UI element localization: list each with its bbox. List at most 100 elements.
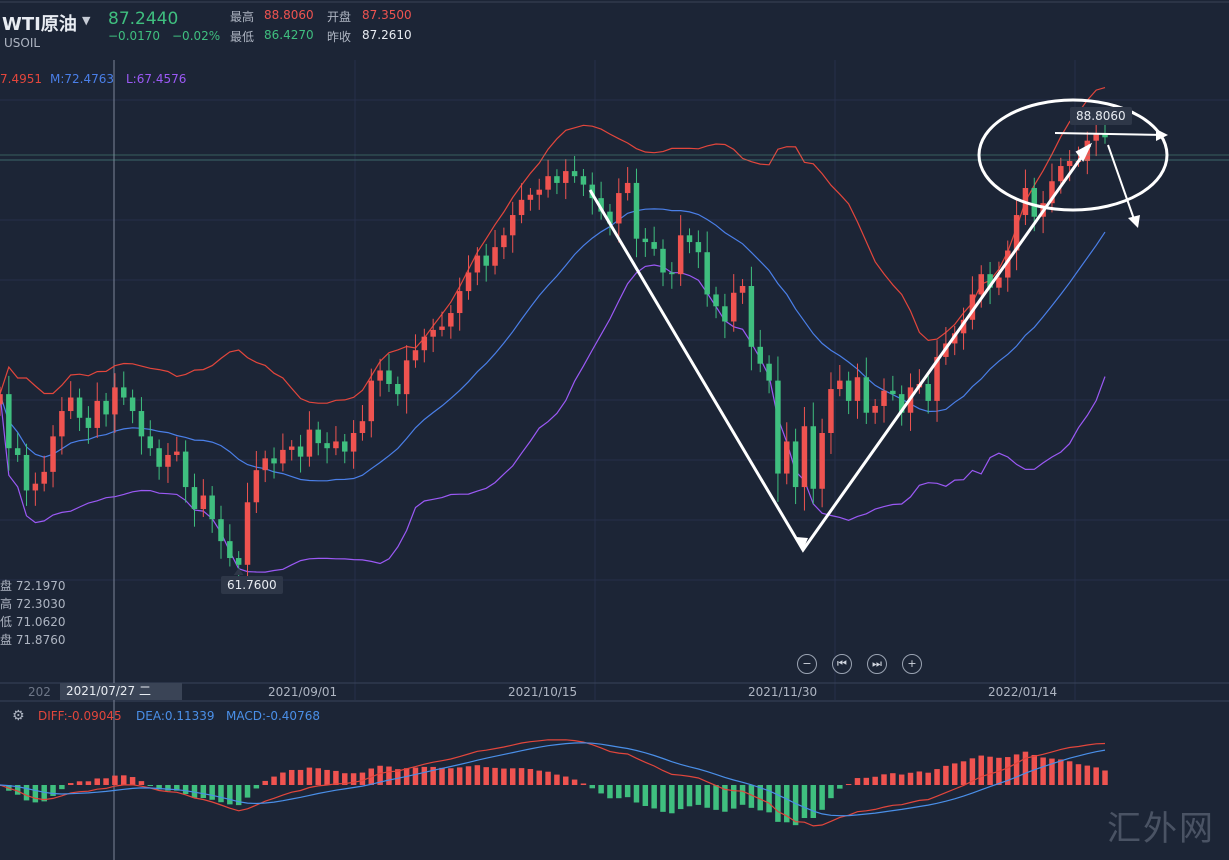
macd-histogram-bar [333,770,339,785]
candle-body [456,291,463,314]
macd-histogram-bar [669,785,675,814]
macd-histogram-bar [1102,770,1108,785]
candle-body [792,441,799,488]
candle-body [677,235,684,275]
macd-histogram-bar [890,773,896,785]
candle-body [306,429,313,457]
macd-histogram-bar [925,772,931,785]
macd-histogram-bar [50,785,56,796]
macd-histogram-bar [934,769,940,785]
symbol-name[interactable]: WTI原油 [2,14,77,35]
macd-histogram-bar [686,785,693,807]
bollinger-bands [0,87,1106,573]
candle-body [695,242,702,253]
candle-body [554,176,560,183]
macd-histogram-bar [960,761,967,785]
candle-body [218,519,224,542]
candle-body [421,336,428,351]
macd-histogram-bar [218,785,224,803]
candle-body [987,274,993,288]
candle-body [76,397,83,418]
cursor-date-label: 2021/07/27 二 [60,683,182,700]
macd-histogram-bar [1084,765,1091,785]
candle-body [59,411,65,437]
candle-body [1049,181,1055,204]
macd-histogram-bar [571,779,578,785]
macd-histogram-bar [32,785,39,803]
macd-histogram-bar [121,775,127,785]
candle-body [492,247,498,266]
zoom-out-button[interactable]: − [797,654,817,674]
candle-body [439,326,445,330]
candle-body [801,426,808,488]
macd-histogram-bar [1040,757,1046,785]
scroll-start-button[interactable]: ⏮ [832,654,852,674]
candle-body [147,436,154,449]
candle-body [297,446,304,457]
candle-body [94,400,100,428]
macd-histogram-bar [828,785,834,799]
candle-body [624,182,631,194]
scroll-end-button[interactable]: ⏭ [867,654,887,674]
macd-histogram-bar [165,785,171,791]
arrow-line [1054,132,1166,136]
candle-body [67,397,74,412]
macd-histogram-bar [14,785,21,795]
macd-histogram-bar [41,785,47,802]
x-tick-label: 2021/09/01 [268,685,338,699]
macd-histogram-bar [103,778,109,785]
macd-histogram-bar [951,763,958,785]
candle-body [41,471,47,484]
boll-upper-line [0,87,1106,404]
candle-body [881,390,887,406]
boll-middle-line [0,208,1106,482]
chevron-down-icon[interactable]: ▼ [82,14,91,27]
candle-body [121,387,127,398]
max-price-label: 88.8060 [1070,107,1132,125]
candle-body [280,449,286,464]
macd-diff-line [0,739,1106,827]
macd-histogram-bar [757,785,763,811]
macd-histogram-bar [837,785,843,789]
candle-body [350,433,357,452]
zoom-in-button[interactable]: + [902,654,922,674]
macd-histogram-bar [156,785,162,790]
candle-body [996,277,1002,288]
macd-histogram-bar [227,785,233,805]
macd-histogram-bar [589,785,596,789]
macd-histogram-bar [881,774,887,785]
macd-histogram-bar [23,785,30,801]
candle-body [784,441,790,474]
macd-histogram-bar [775,785,781,822]
candle-body [271,458,277,464]
candle-body [713,294,719,307]
macd-histogram-bar [766,785,772,813]
candle-body [607,211,613,224]
macd-histogram-bar [386,766,392,785]
macd-histogram-bar [607,785,613,799]
macd-histogram-bar [174,785,180,791]
candle-body [722,306,728,322]
macd-histogram-bar [722,785,728,812]
macd-histogram-bar [67,783,74,785]
candle-body [1066,160,1073,167]
candle-body [483,255,489,266]
candle-body [333,441,339,449]
prev-close-label: 昨收 [327,30,352,44]
macd-histogram-bar [271,776,277,785]
macd-dea-value: DEA:0.11339 [136,709,215,723]
candle-body [191,487,198,510]
candle-body [448,313,454,327]
macd-histogram-bar [85,781,92,785]
candle-body [315,429,321,444]
gear-icon[interactable]: ⚙ [12,708,25,724]
candle-body [934,356,940,401]
candle-body [253,470,260,503]
macd-histogram-bar [545,771,551,785]
candle-body [863,377,870,413]
macd-histogram-bar [810,785,817,818]
candle-body [165,454,171,467]
macd-histogram-bar [448,768,454,785]
macd-histogram-bar [784,785,790,823]
symbol-code: USOIL [4,36,41,50]
